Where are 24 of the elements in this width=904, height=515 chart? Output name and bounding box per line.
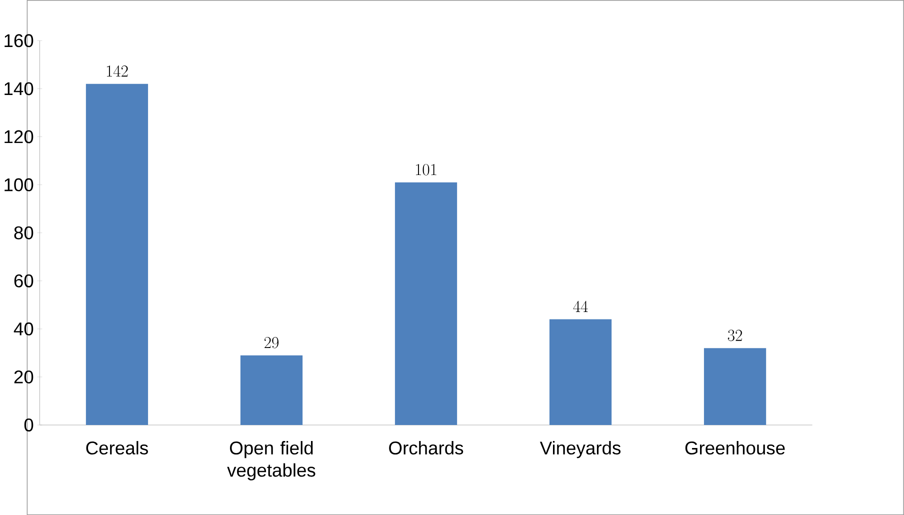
x-tick-label: Greenhouse — [685, 440, 785, 454]
data-label: 44 — [573, 300, 588, 312]
bar — [240, 355, 303, 425]
data-label: 101 — [416, 164, 436, 176]
x-tick-label: Vineyards — [540, 440, 621, 458]
bar — [704, 348, 766, 425]
bar — [86, 84, 148, 425]
y-tick-label: 0 — [24, 418, 34, 432]
bar — [549, 319, 612, 425]
y-tick-label: 60 — [14, 274, 34, 288]
y-tick-label: 80 — [14, 226, 34, 240]
data-label: 142 — [106, 65, 128, 77]
x-tick-label: Orchards — [389, 440, 464, 454]
bar — [394, 182, 458, 425]
y-tick-label: 140 — [4, 82, 34, 96]
y-tick-label: 40 — [14, 322, 34, 336]
x-tick-label: Cereals — [86, 440, 148, 454]
x-tick-label: Open field vegetables — [227, 440, 316, 480]
y-tick-label: 100 — [4, 178, 34, 192]
data-label: 29 — [264, 336, 279, 348]
y-tick-label: 120 — [4, 130, 34, 144]
data-label: 32 — [728, 330, 742, 342]
y-tick-label: 160 — [4, 34, 34, 48]
y-tick-label: 20 — [14, 370, 34, 384]
